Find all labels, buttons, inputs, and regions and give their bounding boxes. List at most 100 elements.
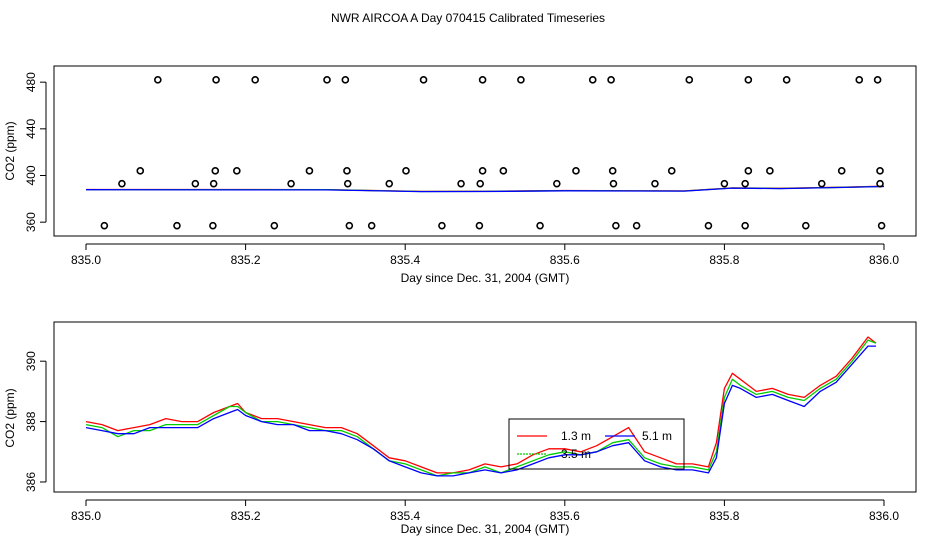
bottom-x-tick-label: 835.4 [390, 509, 420, 523]
scatter-point [323, 76, 331, 84]
scatter-point [341, 76, 350, 84]
top-series-lines [85, 185, 885, 193]
top-points [100, 76, 886, 230]
scatter-point [517, 76, 525, 84]
scatter-point [877, 221, 886, 230]
bottom-y-tick-label: 390 [24, 351, 38, 371]
scatter-point [438, 221, 446, 230]
top-x-tick-label: 835.2 [231, 253, 261, 267]
bottom-y-tick-label: 388 [24, 411, 38, 431]
scatter-point [233, 167, 241, 175]
scatter-point [817, 179, 826, 188]
bottom-y-tick-label: 386 [24, 472, 38, 492]
scatter-point [476, 179, 485, 188]
top-x-tick-label: 835.6 [550, 253, 580, 267]
scatter-point [741, 179, 749, 188]
scatter-point [499, 167, 508, 175]
figure-title: NWR AIRCOA A Day 070415 Calibrated Times… [331, 11, 605, 25]
top-plot-frame [53, 65, 917, 237]
top-y-axis: 360 400 440 480 [24, 72, 47, 232]
bottom-x-tick-label: 836.0 [869, 509, 899, 523]
scatter-point [478, 167, 487, 175]
scatter-point [251, 76, 259, 84]
scatter-point [173, 221, 181, 230]
top-y-tick-label: 480 [24, 72, 38, 92]
scatter-point [609, 179, 618, 188]
bottom-x-tick-label: 835.8 [709, 509, 739, 523]
bottom-x-axis: 835.0 835.2 835.4 835.6 835.8 836.0 [71, 499, 899, 523]
bottom-y-axis: 386 388 390 [24, 351, 47, 492]
scatter-point [632, 221, 641, 230]
bottom-x-axis-label: Day since Dec. 31, 2004 (GMT) [401, 522, 570, 536]
legend: 1.3 m 5.1 m 3.5 m [508, 418, 685, 470]
scatter-point [741, 221, 749, 230]
scatter-point [873, 76, 882, 84]
scatter-point [136, 167, 145, 175]
scatter-point [211, 167, 220, 175]
scatter-point [287, 179, 295, 188]
bottom-x-tick-label: 835.2 [231, 509, 261, 523]
top-panel: 835.0 835.2 835.4 835.6 835.8 836.0 360 400 440… [3, 65, 917, 285]
scatter-point [744, 76, 753, 84]
bottom-panel: 835.0 835.2 835.4 835.6 835.8 836.0 386 388 390… [3, 321, 917, 536]
scatter-point [876, 167, 884, 175]
bottom-x-tick-label: 835.6 [550, 509, 580, 523]
scatter-point [367, 221, 376, 230]
scatter-point [475, 221, 484, 230]
scatter-point [419, 76, 428, 84]
scatter-point [343, 179, 352, 188]
top-x-tick-label: 836.0 [869, 253, 899, 267]
top-y-tick-label: 360 [24, 212, 38, 232]
scatter-point [607, 76, 615, 84]
scatter-point [343, 167, 351, 175]
top-x-tick-label: 835.4 [390, 253, 420, 267]
scatter-point [720, 179, 729, 188]
scatter-point [744, 167, 753, 175]
bottom-plot-frame [53, 321, 917, 493]
bottom-series-1-3-m [85, 336, 877, 474]
top-series-blue [85, 185, 885, 193]
scatter-point [345, 221, 354, 230]
bottom-x-tick-label: 835.0 [71, 509, 101, 523]
scatter-point [118, 179, 126, 188]
bottom-series-5-1-m [85, 345, 876, 477]
scatter-point [154, 76, 162, 84]
scatter-point [572, 167, 580, 175]
scatter-point [305, 167, 314, 175]
scatter-point [588, 76, 597, 84]
scatter-point [270, 221, 279, 230]
top-x-axis: 835.0 835.2 835.4 835.6 835.8 836.0 [71, 243, 899, 267]
scatter-point [704, 221, 713, 230]
scatter-point [667, 167, 676, 175]
top-y-tick-label: 440 [24, 119, 38, 139]
scatter-point [478, 76, 487, 84]
bottom-y-axis-label: CO2 (ppm) [3, 388, 17, 447]
bottom-series-lines [85, 336, 877, 477]
scatter-point [209, 179, 218, 188]
legend-box [508, 418, 685, 470]
scatter-point [782, 76, 791, 84]
scatter-point [651, 179, 659, 188]
top-y-tick-label: 400 [24, 165, 38, 185]
scatter-point [191, 179, 200, 188]
scatter-point [536, 221, 544, 230]
scatter-point [837, 167, 846, 175]
scatter-point [766, 167, 774, 175]
bottom-series-3-5-m [85, 339, 877, 477]
scatter-point [212, 76, 220, 84]
scatter-point [209, 221, 217, 230]
scatter-point [457, 179, 465, 188]
scatter-point [385, 179, 394, 188]
legend-label-5-1m: 5.1 m [642, 429, 672, 443]
scatter-point [801, 221, 810, 230]
scatter-point [608, 167, 617, 175]
legend-label-3-5m: 3.5 m [561, 447, 591, 461]
legend-label-1-3m: 1.3 m [561, 429, 591, 443]
scatter-point [553, 179, 561, 188]
top-x-tick-label: 835.8 [709, 253, 739, 267]
scatter-point [876, 179, 884, 188]
top-x-axis-label: Day since Dec. 31, 2004 (GMT) [401, 271, 570, 285]
scatter-point [100, 221, 109, 230]
scatter-point [685, 76, 694, 84]
